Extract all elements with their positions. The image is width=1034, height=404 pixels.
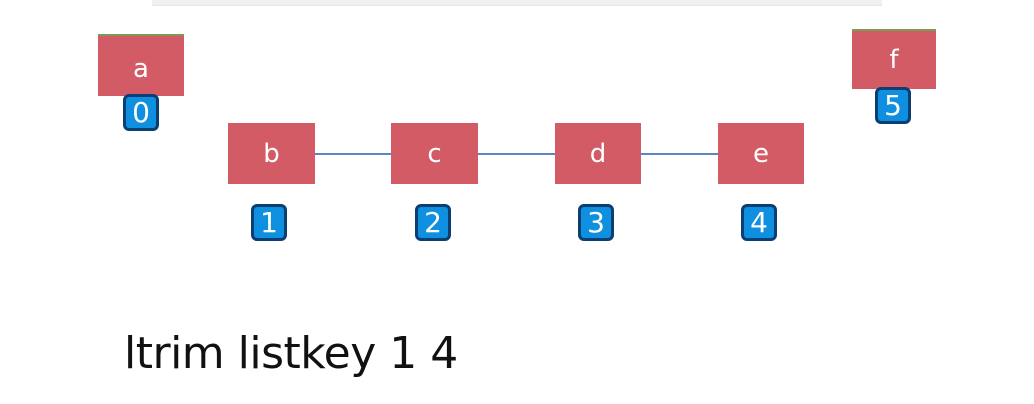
index-label: 5 <box>884 88 902 122</box>
list-node-c: c <box>391 123 478 184</box>
index-badge-3: 3 <box>578 204 614 241</box>
index-badge-2: 2 <box>415 204 451 241</box>
node-label: d <box>589 138 607 169</box>
index-label: 4 <box>750 205 768 239</box>
node-label: a <box>133 54 149 84</box>
index-badge-4: 4 <box>741 204 777 241</box>
top-edge-strip <box>152 0 882 6</box>
index-label: 3 <box>587 205 605 239</box>
link-c-d <box>478 153 555 155</box>
command-text: ltrim listkey 1 4 <box>124 328 458 379</box>
link-b-c <box>315 153 391 155</box>
node-label: e <box>753 138 769 169</box>
node-label: c <box>427 138 442 169</box>
index-label: 2 <box>424 205 442 239</box>
list-node-d: d <box>555 123 641 184</box>
link-d-e <box>641 153 718 155</box>
index-label: 1 <box>260 205 278 239</box>
node-label: b <box>263 138 280 169</box>
list-node-a: a <box>98 34 184 96</box>
index-label: 0 <box>132 95 150 129</box>
node-label: f <box>889 45 899 75</box>
index-badge-5: 5 <box>875 87 911 124</box>
index-badge-0: 0 <box>123 94 159 131</box>
index-badge-1: 1 <box>251 204 287 241</box>
list-node-e: e <box>718 123 804 184</box>
list-node-f: f <box>852 29 936 89</box>
list-node-b: b <box>228 123 315 184</box>
